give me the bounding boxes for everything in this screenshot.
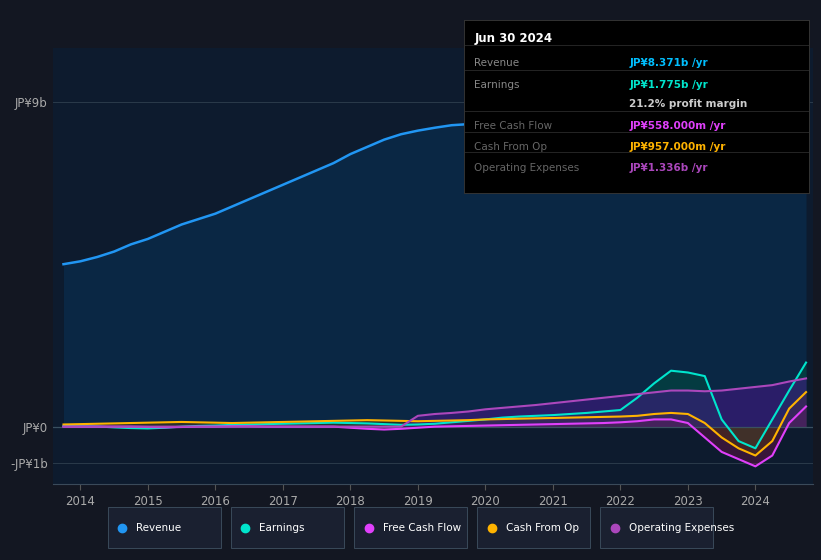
Text: Free Cash Flow: Free Cash Flow <box>475 121 553 131</box>
Text: Free Cash Flow: Free Cash Flow <box>383 523 461 533</box>
FancyBboxPatch shape <box>477 507 590 548</box>
FancyBboxPatch shape <box>354 507 467 548</box>
FancyBboxPatch shape <box>108 507 221 548</box>
FancyBboxPatch shape <box>600 507 713 548</box>
Text: Earnings: Earnings <box>259 523 305 533</box>
Text: 21.2% profit margin: 21.2% profit margin <box>630 99 748 109</box>
Text: Earnings: Earnings <box>475 80 520 90</box>
Text: JP¥558.000m /yr: JP¥558.000m /yr <box>630 121 726 131</box>
Text: Operating Expenses: Operating Expenses <box>475 163 580 173</box>
FancyBboxPatch shape <box>231 507 344 548</box>
Text: JP¥1.775b /yr: JP¥1.775b /yr <box>630 80 709 90</box>
Text: Revenue: Revenue <box>475 58 520 68</box>
Text: Revenue: Revenue <box>136 523 181 533</box>
Text: JP¥1.336b /yr: JP¥1.336b /yr <box>630 163 708 173</box>
Text: JP¥8.371b /yr: JP¥8.371b /yr <box>630 58 708 68</box>
Text: Operating Expenses: Operating Expenses <box>629 523 734 533</box>
Text: JP¥957.000m /yr: JP¥957.000m /yr <box>630 142 726 152</box>
Text: Jun 30 2024: Jun 30 2024 <box>475 32 553 45</box>
Text: Cash From Op: Cash From Op <box>475 142 548 152</box>
Text: Cash From Op: Cash From Op <box>506 523 579 533</box>
